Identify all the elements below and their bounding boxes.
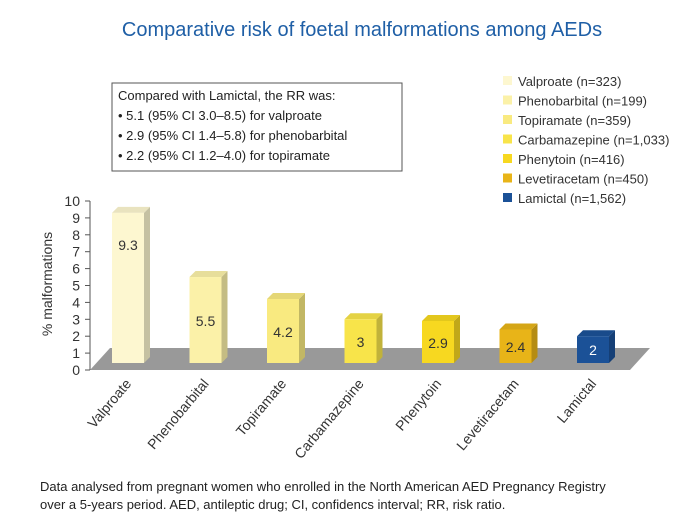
- y-tick-label: 4: [72, 294, 80, 310]
- bar-front: [499, 329, 532, 363]
- y-tick-label: 10: [64, 193, 80, 209]
- category-label: Topiramate: [233, 375, 290, 439]
- bar-top: [267, 293, 305, 300]
- bar-front: [422, 320, 454, 363]
- note-bullet-topiramate: • 2.2 (95% CI 1.2–4.0) for topiramate: [118, 148, 330, 163]
- bar-topiramate: [267, 293, 305, 363]
- y-tick-label: 3: [72, 311, 80, 327]
- bar-value-label: 3: [357, 334, 365, 350]
- legend-swatch: [503, 134, 512, 144]
- bar-side: [299, 293, 305, 363]
- bar-value-label: 4.2: [273, 324, 293, 340]
- bar-side: [454, 314, 460, 363]
- y-tick-label: 8: [72, 227, 80, 243]
- y-tick-label: 9: [72, 210, 80, 226]
- y-tick-label: 1: [72, 345, 80, 361]
- bar-value-label: 9.3: [118, 237, 138, 253]
- footnote-line-2: over a 5-years period. AED, antileptic d…: [40, 497, 505, 512]
- bar-top: [189, 271, 228, 278]
- bar-front: [577, 336, 609, 363]
- legend-entry: Valproate (n=323): [518, 74, 621, 89]
- note-heading: Compared with Lamictal, the RR was:: [118, 88, 335, 103]
- y-tick-label: 2: [72, 328, 80, 344]
- chart-title: Comparative risk of foetal malformations…: [122, 19, 602, 41]
- legend-swatch: [503, 95, 512, 105]
- legend-swatch: [503, 173, 512, 183]
- legend-swatch: [503, 115, 512, 124]
- legend-entry: Phenytoin (n=416): [518, 152, 625, 167]
- legend: Valproate (n=323) Phenobarbital (n=199) To…: [503, 74, 669, 206]
- note-box-frame: [111, 82, 403, 172]
- legend-entry: Topiramate (n=359): [518, 113, 631, 128]
- legend-entry: Levetiracetam (n=450): [518, 172, 648, 187]
- bar-valproate: [112, 206, 150, 363]
- bar-phenytoin: [422, 314, 460, 363]
- category-label: Lamictal: [554, 376, 600, 426]
- bar-side: [376, 313, 383, 363]
- bar-front: [344, 319, 377, 363]
- y-tick-label: 6: [72, 261, 80, 277]
- bar-phenobarbital: [189, 271, 228, 363]
- note-bullet-valproate: • 5.1 (95% CI 3.0–8.5) for valproate: [118, 108, 322, 123]
- note-box: Compared with Lamictal, the RR was: • 5.…: [111, 82, 403, 172]
- bar-front: [112, 212, 144, 363]
- bar-side: [609, 330, 615, 363]
- bar-top: [344, 313, 383, 320]
- bars: 9.3 5.5 4.2 3 2.9 2.4 2: [112, 206, 615, 363]
- legend-swatch: [503, 154, 512, 163]
- bar-side: [531, 323, 538, 363]
- category-label: Valproate: [84, 375, 134, 431]
- bar-carbamazepine: [344, 313, 383, 363]
- bar-side: [221, 271, 228, 363]
- note-bullet-phenobarbital: • 2.9 (95% CI 1.4–5.8) for phenobarbital: [118, 128, 347, 143]
- y-axis-label: % malformations: [39, 232, 55, 336]
- y-tick-label: 5: [72, 278, 80, 294]
- bar-top: [499, 323, 538, 330]
- bar-front: [267, 299, 299, 363]
- category-labels: Valproate Phenobarbital Topiramate Carbamaz…: [84, 375, 599, 461]
- legend-entry: Carbamazepine (n=1,033): [518, 133, 669, 148]
- bar-value-label: 2.4: [506, 339, 526, 355]
- bar-top: [577, 330, 615, 337]
- bar-top: [112, 206, 150, 213]
- bar-top: [422, 314, 460, 321]
- bar-value-label: 2.9: [428, 335, 448, 351]
- bar-side: [144, 206, 150, 363]
- footnote-line-1: Data analysed from pregnant women who en…: [40, 479, 606, 494]
- legend-entry: Phenobarbital (n=199): [518, 94, 647, 109]
- bar-lamictal: [577, 330, 615, 363]
- category-label: Levetiracetam: [453, 376, 522, 454]
- legend-swatch: [503, 193, 512, 202]
- bar-value-label: 2: [589, 342, 597, 358]
- y-tick-label: 0: [72, 362, 80, 378]
- category-label: Phenytoin: [392, 376, 444, 434]
- legend-entry: Lamictal (n=1,562): [518, 191, 626, 206]
- category-label: Carbamazepine: [291, 375, 367, 461]
- category-label: Phenobarbital: [144, 376, 212, 452]
- legend-swatch: [503, 76, 512, 85]
- bar-levetiracetam: [499, 323, 538, 363]
- bar-value-label: 5.5: [196, 313, 216, 329]
- bar-front: [189, 277, 222, 363]
- y-tick-label: 7: [72, 244, 80, 260]
